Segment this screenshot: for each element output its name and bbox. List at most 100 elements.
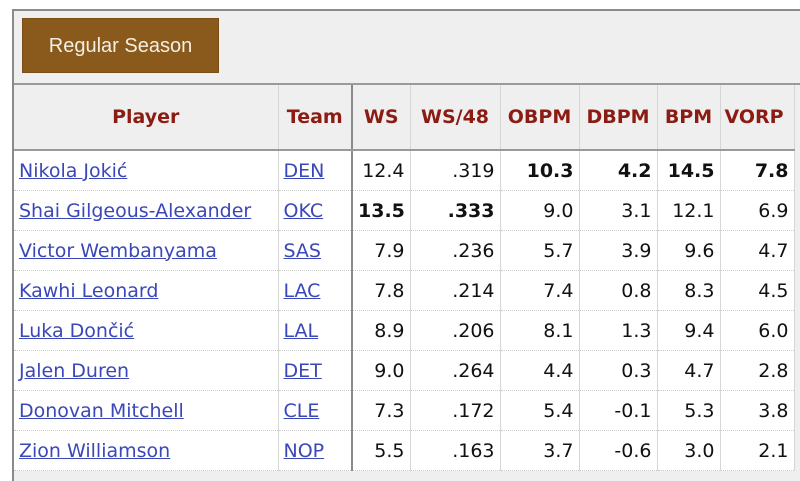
- ws-cell: 7.9: [351, 230, 411, 271]
- advanced-stats-table: Player Team WS WS/48 OBPM DBPM BPM VORP …: [14, 85, 795, 471]
- team-link[interactable]: SAS: [283, 239, 321, 262]
- obpm-cell: 10.3: [500, 150, 580, 191]
- team-cell: DET: [278, 350, 353, 391]
- table-row: Shai Gilgeous-Alexander OKC 13.5.333 9.0 3.1…: [14, 190, 795, 231]
- player-link[interactable]: Jalen Duren: [19, 359, 130, 382]
- bpm-cell: 14.5: [657, 150, 721, 191]
- ws-cell: 7.8: [351, 270, 411, 311]
- team-cell: LAC: [278, 270, 353, 311]
- team-cell: NOP: [278, 430, 353, 471]
- col-vorp[interactable]: VORP: [720, 85, 795, 151]
- player-cell: Kawhi Leonard: [14, 270, 279, 311]
- obpm-cell: 3.7: [500, 430, 580, 471]
- dbpm-cell: 3.1: [579, 190, 658, 231]
- table-row: Luka Dončić LAL 8.9.206 8.1 1.3 9.4 6.0: [14, 310, 795, 351]
- ws48-cell: .172: [410, 390, 501, 431]
- vorp-cell: 2.8: [720, 350, 795, 391]
- team-link[interactable]: NOP: [283, 439, 325, 462]
- team-cell: OKC: [278, 190, 353, 231]
- dbpm-cell: -0.6: [579, 430, 658, 471]
- vorp-cell: 7.8: [720, 150, 795, 191]
- team-link[interactable]: CLE: [283, 399, 320, 422]
- team-link[interactable]: DEN: [283, 159, 325, 182]
- bpm-cell: 8.3: [657, 270, 721, 311]
- dbpm-cell: 0.3: [579, 350, 658, 391]
- table-row: Jalen Duren DET 9.0.264 4.4 0.3 4.7 2.8: [14, 350, 795, 391]
- ws-cell: 12.4: [351, 150, 411, 191]
- vorp-cell: 6.0: [720, 310, 795, 351]
- col-obpm[interactable]: OBPM: [500, 85, 580, 151]
- vorp-cell: 4.7: [720, 230, 795, 271]
- col-ws[interactable]: WS: [351, 85, 411, 151]
- ws48-cell: .163: [410, 430, 501, 471]
- table-row: Kawhi Leonard LAC 7.8.214 7.4 0.8 8.3 4.5: [14, 270, 795, 311]
- team-cell: SAS: [278, 230, 353, 271]
- bpm-cell: 9.4: [657, 310, 721, 351]
- regular-season-tab[interactable]: Regular Season: [22, 18, 219, 73]
- ws48-cell: .236: [410, 230, 501, 271]
- player-cell: Victor Wembanyama: [14, 230, 279, 271]
- table-row: Donovan Mitchell CLE 7.3.172 5.4 -0.1 5.3 3.8: [14, 390, 795, 431]
- vorp-cell: 4.5: [720, 270, 795, 311]
- player-cell: Zion Williamson: [14, 430, 279, 471]
- obpm-cell: 4.4: [500, 350, 580, 391]
- col-team[interactable]: Team: [278, 85, 353, 151]
- dbpm-cell: 3.9: [579, 230, 658, 271]
- ws-cell: 5.5: [351, 430, 411, 471]
- vorp-cell: 2.1: [720, 430, 795, 471]
- bpm-cell: 4.7: [657, 350, 721, 391]
- player-link[interactable]: Victor Wembanyama: [19, 239, 217, 262]
- player-link[interactable]: Zion Williamson: [19, 439, 171, 462]
- player-link[interactable]: Luka Dončić: [19, 319, 135, 342]
- player-link[interactable]: Kawhi Leonard: [19, 279, 159, 302]
- dbpm-cell: 4.2: [579, 150, 658, 191]
- player-link[interactable]: Shai Gilgeous-Alexander: [19, 199, 252, 222]
- obpm-cell: 5.7: [500, 230, 580, 271]
- dbpm-cell: 1.3: [579, 310, 658, 351]
- dbpm-cell: 0.8: [579, 270, 658, 311]
- ws-cell: 13.5: [351, 190, 411, 231]
- player-cell: Jalen Duren: [14, 350, 279, 391]
- ws48-cell: .206: [410, 310, 501, 351]
- team-cell: LAL: [278, 310, 353, 351]
- player-cell: Donovan Mitchell: [14, 390, 279, 431]
- dbpm-cell: -0.1: [579, 390, 658, 431]
- table-row: Victor Wembanyama SAS 7.9.236 5.7 3.9 9.6 4.7: [14, 230, 795, 271]
- obpm-cell: 7.4: [500, 270, 580, 311]
- ws-cell: 8.9: [351, 310, 411, 351]
- team-cell: DEN: [278, 150, 353, 191]
- bpm-cell: 3.0: [657, 430, 721, 471]
- col-dbpm[interactable]: DBPM: [579, 85, 658, 151]
- team-cell: CLE: [278, 390, 353, 431]
- ws48-cell: .333: [410, 190, 501, 231]
- obpm-cell: 8.1: [500, 310, 580, 351]
- player-link[interactable]: Nikola Jokić: [19, 159, 128, 182]
- player-cell: Nikola Jokić: [14, 150, 279, 191]
- team-link[interactable]: DET: [283, 359, 322, 382]
- table-row: Zion Williamson NOP 5.5.163 3.7 -0.6 3.0 2.1: [14, 430, 795, 471]
- tab-bar: Regular Season: [14, 11, 800, 85]
- bpm-cell: 12.1: [657, 190, 721, 231]
- ws48-cell: .319: [410, 150, 501, 191]
- team-link[interactable]: LAC: [283, 279, 321, 302]
- player-link[interactable]: Donovan Mitchell: [19, 399, 184, 422]
- obpm-cell: 5.4: [500, 390, 580, 431]
- team-link[interactable]: LAL: [283, 319, 319, 342]
- ws48-cell: .214: [410, 270, 501, 311]
- player-cell: Shai Gilgeous-Alexander: [14, 190, 279, 231]
- obpm-cell: 9.0: [500, 190, 580, 231]
- col-ws48[interactable]: WS/48: [410, 85, 501, 151]
- header-row: Player Team WS WS/48 OBPM DBPM BPM VORP: [14, 85, 795, 151]
- table-row: Nikola Jokić DEN 12.4.319 10.3 4.2 14.5 7.8: [14, 150, 795, 191]
- bpm-cell: 9.6: [657, 230, 721, 271]
- ws48-cell: .264: [410, 350, 501, 391]
- ws-cell: 7.3: [351, 390, 411, 431]
- vorp-cell: 3.8: [720, 390, 795, 431]
- vorp-cell: 6.9: [720, 190, 795, 231]
- col-player[interactable]: Player: [14, 85, 279, 151]
- team-link[interactable]: OKC: [283, 199, 324, 222]
- stats-panel: Regular Season Player Team WS WS/48 OBPM…: [12, 9, 800, 481]
- bpm-cell: 5.3: [657, 390, 721, 431]
- player-cell: Luka Dončić: [14, 310, 279, 351]
- col-bpm[interactable]: BPM: [657, 85, 721, 151]
